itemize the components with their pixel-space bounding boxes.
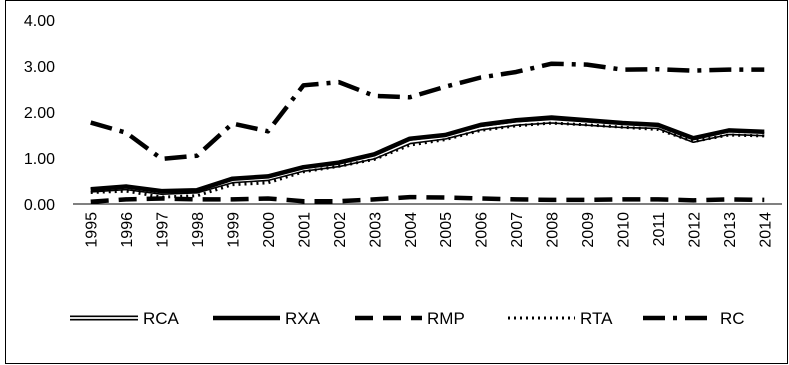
series-rta-path	[90, 121, 765, 199]
x-axis-tick-labels: 1995 1996 1997 1998 1999 2000 2001 2002 2003 2004…	[84, 212, 775, 248]
x-tick-label: 2014	[757, 212, 774, 248]
series-rxa-path	[90, 115, 765, 194]
x-tick-label: 2001	[296, 212, 313, 248]
x-tick-label: 2007	[509, 212, 526, 248]
series-rta-line	[90, 121, 765, 199]
x-tick-label: 2002	[332, 212, 349, 248]
series-rmp-path	[90, 194, 765, 204]
x-tick-label: 2004	[403, 212, 420, 248]
x-tick-label: 2000	[261, 212, 278, 248]
x-tick-label: 2009	[580, 212, 597, 248]
x-tick-label: 2011	[651, 212, 668, 247]
x-tick-label: 1996	[119, 212, 136, 248]
legend-item-rca: RCA	[70, 309, 180, 328]
y-tick-label: 1.00	[24, 151, 55, 168]
y-tick-label: 2.00	[24, 105, 55, 122]
series-lines	[90, 61, 765, 204]
x-tick-label: 2003	[367, 212, 384, 248]
legend-label: RC	[720, 309, 745, 328]
legend: RCA RXA RMP RTA RC	[70, 309, 745, 328]
series-rmp-line	[90, 194, 765, 204]
x-tick-label: 2006	[474, 212, 491, 248]
x-tick-label: 1999	[226, 212, 243, 248]
legend-label: RCA	[143, 309, 180, 328]
legend-label: RMP	[427, 309, 465, 328]
series-rc-path	[90, 61, 765, 162]
legend-label: RTA	[580, 309, 613, 328]
x-tick-label: 1998	[190, 212, 207, 248]
x-tick-label: 2005	[438, 212, 455, 248]
x-tick-label: 1995	[84, 212, 101, 248]
legend-item-rta: RTA	[508, 309, 613, 328]
legend-label: RXA	[285, 309, 321, 328]
x-tick-label: 2012	[686, 212, 703, 248]
x-tick-label: 2008	[545, 212, 562, 248]
legend-item-rc: RC	[643, 309, 745, 328]
y-tick-label: 3.00	[24, 59, 55, 76]
x-tick-label: 2010	[615, 212, 632, 248]
x-tick-label: 1997	[155, 212, 172, 248]
y-axis-tick-labels: 0.00 1.00 2.00 3.00 4.00	[24, 13, 55, 214]
legend-item-rxa: RXA	[213, 309, 321, 328]
series-rc-line	[90, 61, 765, 162]
y-tick-label: 0.00	[24, 197, 55, 214]
y-tick-label: 4.00	[24, 13, 55, 30]
x-tick-label: 2013	[722, 212, 739, 248]
legend-item-rmp: RMP	[355, 309, 465, 328]
series-rxa-line	[90, 115, 765, 194]
chart-border	[5, 0, 788, 364]
